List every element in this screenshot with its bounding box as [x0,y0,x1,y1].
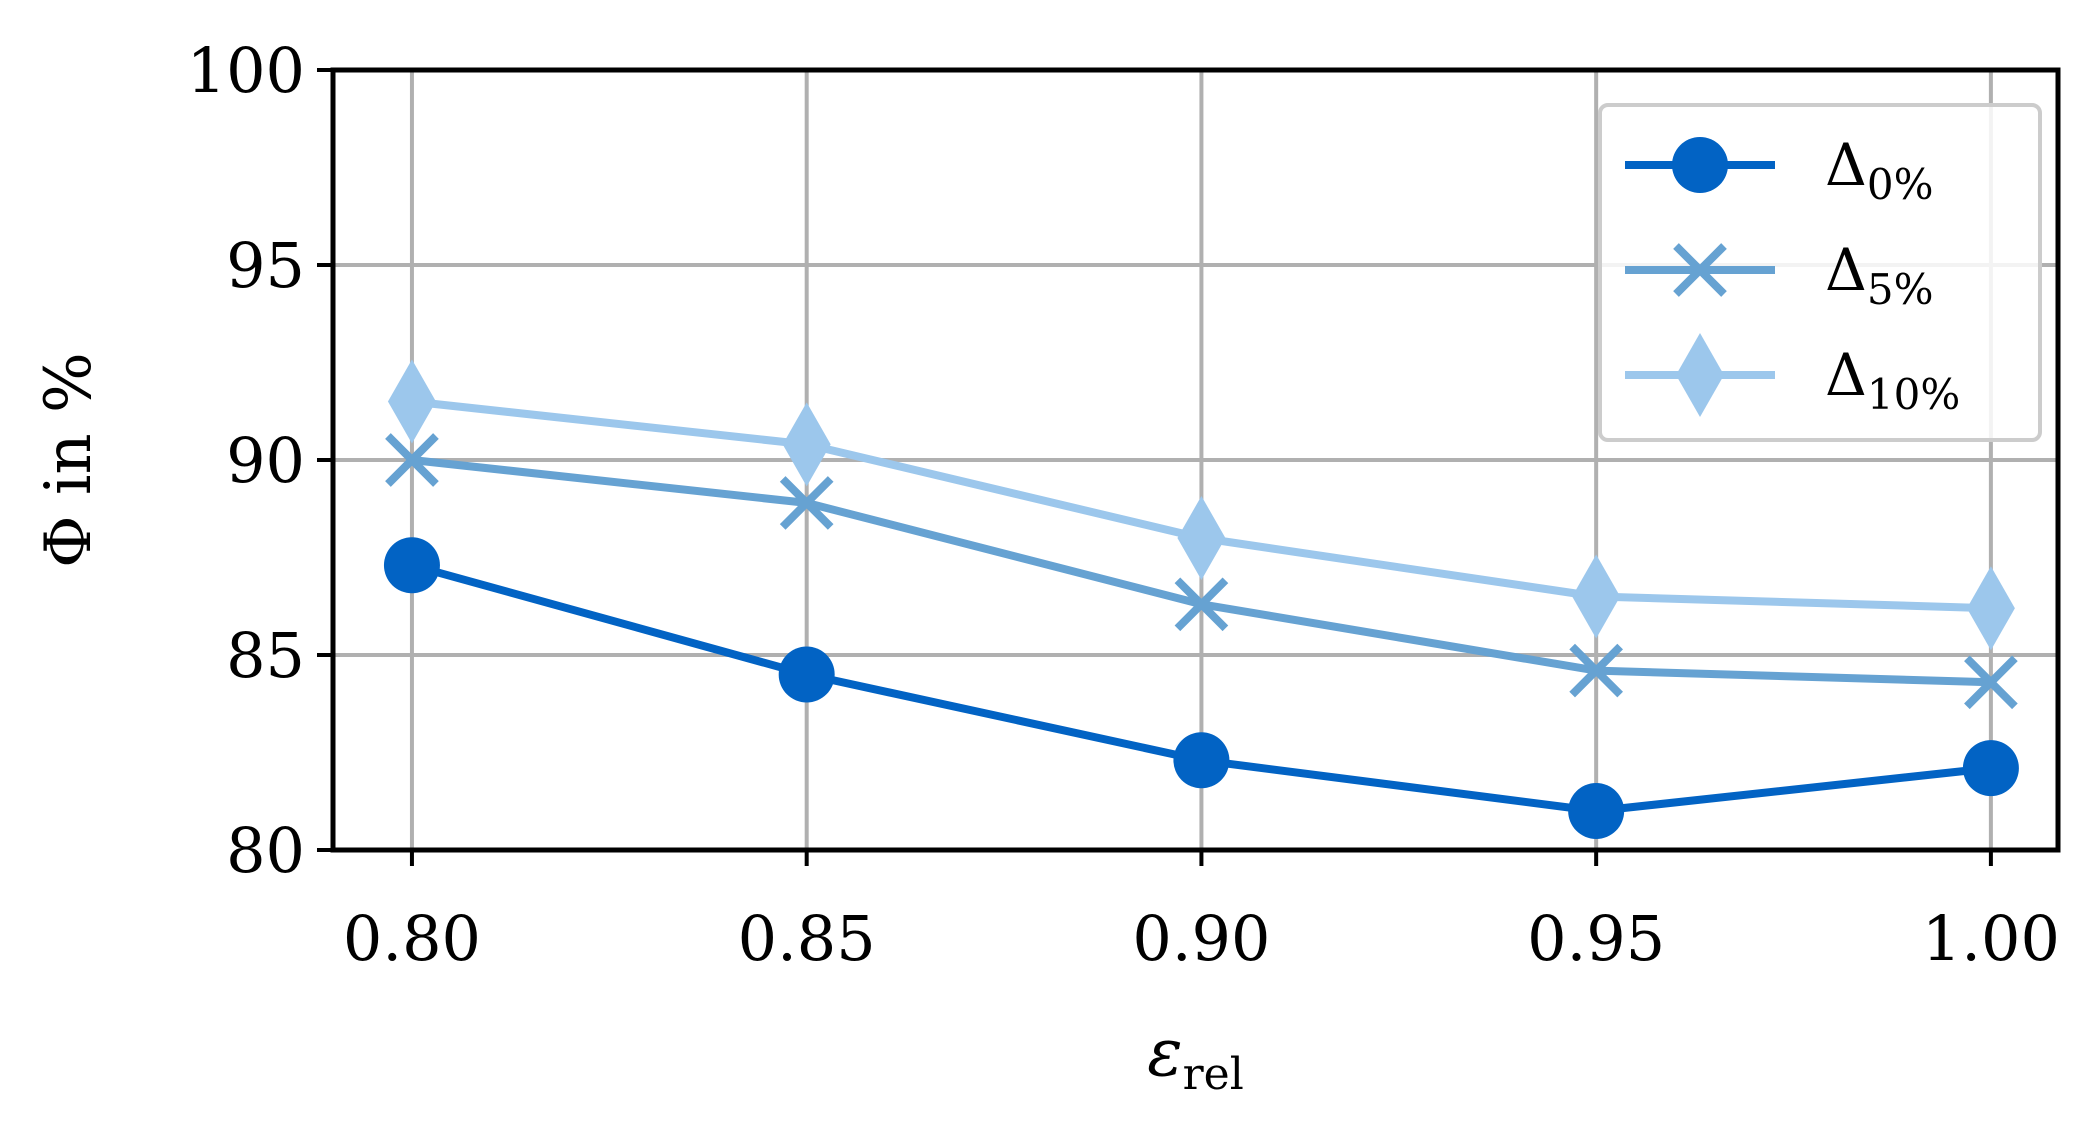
legend-label-sub: 0% [1867,160,1934,209]
marker-circle [778,646,835,703]
marker-x [779,476,834,530]
legend-label: Δ10% [1825,341,1960,419]
marker-circle [1173,732,1230,789]
x-axis-title-sub: rel [1183,1049,1244,1100]
legend-entry-1: Δ5% [1625,236,1934,314]
marker-circle [1672,137,1728,193]
x-tick-label: 0.95 [1527,902,1665,975]
legend-entry-0: Δ0% [1625,131,1934,209]
series-markers [383,359,2019,839]
legend-label: Δ5% [1825,236,1934,314]
marker-circle [1568,783,1625,839]
marker-x [1569,643,1623,698]
x-tick-label: 0.85 [738,902,876,975]
y-tick-label: 100 [187,34,305,107]
marker-x [1964,655,2018,710]
marker-diamond [782,402,831,487]
x-axis-title-base: ε [1147,1014,1182,1091]
y-tick-labels: 80 85 90 95 100 [187,34,305,887]
legend-label-base: Δ [1825,236,1867,304]
marker-diamond [387,359,436,444]
legend-entry-2: Δ10% [1625,333,1960,419]
marker-diamond [1572,554,1621,639]
legend-label-sub: 10% [1867,370,1960,419]
x-tick-label: 1.00 [1922,902,2060,975]
marker-circle [383,537,440,594]
x-tick-label: 0.80 [343,902,481,975]
marker-x [385,433,439,487]
y-tick-label: 90 [226,424,305,497]
marker-circle [1962,740,2019,797]
marker-diamond [1966,566,2015,651]
x-axis-title: εrel [1147,1014,1244,1100]
axis-ticks [317,68,1993,866]
y-tick-label: 85 [226,619,305,692]
x-tick-labels: 0.80 0.85 0.90 0.95 1.00 [343,902,2060,975]
marker-x [1673,243,1727,297]
y-tick-label: 80 [226,814,305,887]
legend-label: Δ0% [1825,131,1934,209]
legend-label-base: Δ [1825,131,1867,199]
marker-x [1174,577,1229,632]
legend-label-base: Δ [1825,341,1867,409]
legend: Δ0%Δ5%Δ10% [1598,103,2042,442]
marker-diamond [1676,333,1724,417]
marker-diamond [1177,496,1226,580]
y-axis-title: Φ in % [32,352,106,568]
x-tick-label: 0.90 [1132,902,1270,975]
y-tick-label: 95 [226,229,305,302]
legend-label-sub: 5% [1867,265,1934,314]
